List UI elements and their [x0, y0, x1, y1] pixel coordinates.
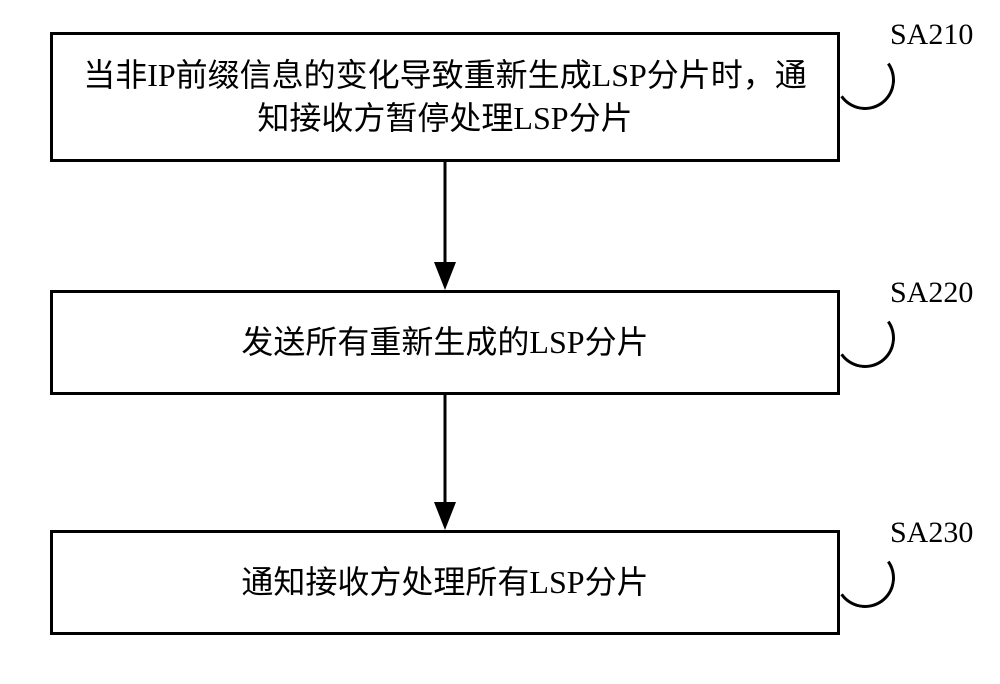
arrow-sa220-sa230 [0, 0, 1000, 684]
